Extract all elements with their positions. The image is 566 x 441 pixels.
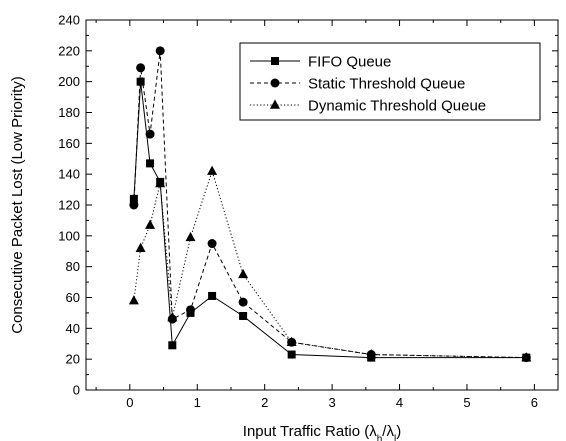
y-tick-label: 80 bbox=[66, 259, 80, 274]
data-point bbox=[238, 297, 248, 307]
x-axis-title: Input Traffic Ratio (λh/λl) bbox=[243, 423, 401, 441]
data-point bbox=[155, 177, 166, 188]
data-point bbox=[128, 295, 139, 305]
y-tick-label: 220 bbox=[58, 43, 80, 58]
data-point bbox=[129, 194, 138, 203]
y-tick-label: 140 bbox=[58, 167, 80, 182]
y-tick-label: 180 bbox=[58, 105, 80, 120]
data-point bbox=[521, 352, 532, 362]
legend-label: FIFO Queue bbox=[308, 54, 391, 71]
y-tick-label: 0 bbox=[73, 383, 80, 398]
data-point bbox=[136, 77, 145, 86]
data-point bbox=[185, 231, 196, 242]
data-point bbox=[207, 239, 217, 249]
data-point bbox=[146, 159, 155, 168]
data-point bbox=[135, 242, 146, 252]
y-tick-label: 160 bbox=[58, 136, 80, 151]
y-tick-label: 60 bbox=[66, 290, 80, 305]
y-tick-label: 20 bbox=[66, 352, 80, 367]
data-point bbox=[167, 312, 178, 322]
y-tick-label: 40 bbox=[66, 321, 80, 336]
y-tick-label: 240 bbox=[58, 13, 80, 28]
data-point bbox=[366, 349, 377, 359]
y-axis: 0 20 40 60 80 100 120 140 160 180 200 220 240 bbox=[58, 13, 558, 398]
data-point bbox=[239, 312, 248, 320]
y-tick-label: 200 bbox=[58, 74, 80, 89]
legend-label: Static Threshold Queue bbox=[308, 76, 465, 93]
x-tick-label: 5 bbox=[463, 395, 470, 410]
legend-marker bbox=[271, 57, 279, 65]
x-tick-label: 3 bbox=[328, 395, 335, 410]
data-point bbox=[238, 268, 249, 279]
data-point bbox=[145, 219, 156, 229]
data-point bbox=[186, 305, 196, 315]
y-tick-label: 120 bbox=[58, 198, 80, 213]
data-point bbox=[168, 341, 177, 350]
legend-entry: Static Threshold Queue bbox=[250, 76, 465, 93]
legend-entry: FIFO Queue bbox=[250, 54, 391, 71]
data-point bbox=[155, 46, 165, 56]
x-tick-label: 4 bbox=[396, 395, 403, 410]
legend-label: Dynamic Threshold Queue bbox=[308, 98, 486, 115]
series-line bbox=[133, 169, 527, 359]
data-point bbox=[145, 129, 155, 139]
data-point bbox=[287, 350, 296, 359]
data-point bbox=[286, 336, 297, 347]
series-layer bbox=[128, 46, 532, 363]
legend-box bbox=[239, 42, 541, 121]
x-tick-label: 6 bbox=[531, 395, 538, 410]
data-point bbox=[208, 291, 217, 300]
y-tick-label: 100 bbox=[58, 228, 80, 243]
series-2 bbox=[128, 165, 532, 362]
y-axis-title: Consecutive Packet Lost (Low Priority) bbox=[9, 76, 26, 334]
legend-entry: Dynamic Threshold Queue bbox=[250, 98, 486, 115]
data-point bbox=[129, 200, 139, 210]
legend-marker bbox=[270, 78, 280, 88]
x-tick-label: 1 bbox=[194, 395, 201, 410]
legend-marker bbox=[270, 99, 280, 109]
legend: FIFO Queue Static Threshold Queue Dynamic … bbox=[239, 42, 541, 121]
x-tick-label: 2 bbox=[261, 395, 268, 410]
data-point bbox=[207, 165, 218, 175]
data-point bbox=[136, 63, 146, 73]
x-tick-label: 0 bbox=[126, 395, 133, 410]
x-axis: 0 1 2 3 4 5 6 bbox=[95, 20, 538, 410]
